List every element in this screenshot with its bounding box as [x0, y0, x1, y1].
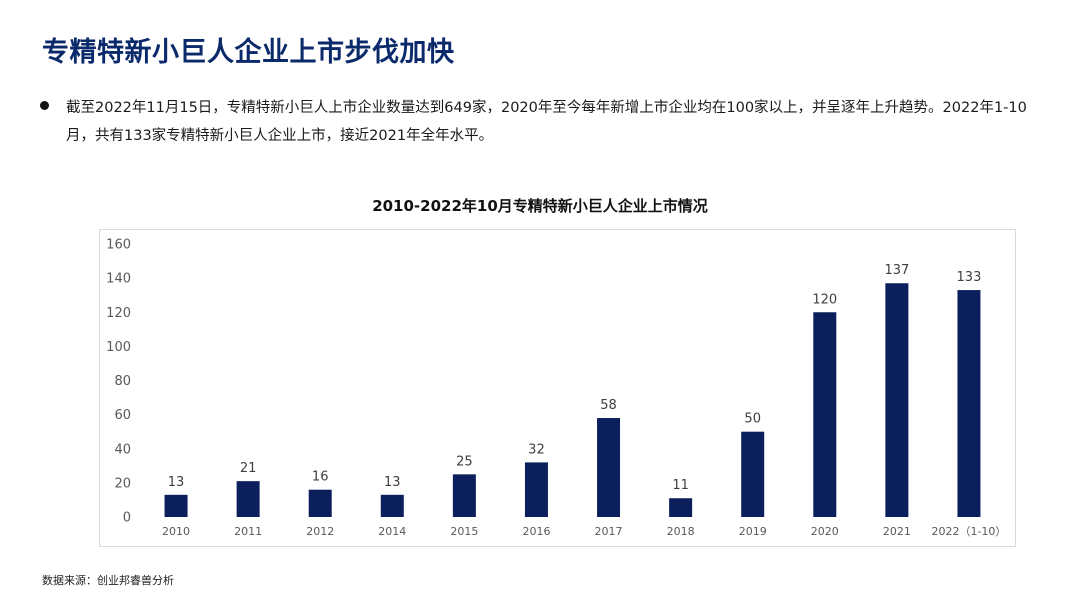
data-label: 50 — [744, 412, 761, 427]
y-tick-label: 120 — [106, 306, 131, 321]
bullet-dot-icon — [40, 101, 49, 110]
bar — [957, 290, 981, 517]
x-tick-label: 2018 — [667, 525, 695, 538]
data-label: 21 — [240, 461, 257, 476]
source-note: 数据来源：创业邦睿兽分析 — [42, 574, 174, 587]
data-label: 58 — [600, 398, 617, 413]
y-tick-label: 0 — [123, 511, 131, 526]
bar — [741, 431, 765, 517]
x-tick-label: 2022（1-10） — [931, 525, 1006, 538]
x-tick-label: 2010 — [162, 525, 190, 538]
y-tick-label: 60 — [114, 408, 131, 423]
x-tick-label: 2021 — [883, 525, 911, 538]
x-tick-label: 2016 — [522, 525, 550, 538]
bar — [452, 474, 476, 517]
data-label: 13 — [384, 475, 401, 490]
data-label: 11 — [672, 478, 689, 493]
summary-bullet: 截至2022年11月15日，专精特新小巨人上市企业数量达到649家，2020年至… — [40, 94, 1040, 150]
y-tick-label: 40 — [114, 442, 131, 457]
bar — [308, 489, 332, 517]
data-label: 120 — [812, 292, 837, 307]
bar — [885, 283, 909, 517]
data-label: 13 — [168, 475, 185, 490]
summary-text: 截至2022年11月15日，专精特新小巨人上市企业数量达到649家，2020年至… — [66, 100, 1027, 144]
x-tick-label: 2017 — [595, 525, 623, 538]
chart-frame — [99, 229, 1016, 547]
y-tick-label: 160 — [106, 238, 131, 253]
bar — [380, 494, 404, 517]
y-tick-label: 100 — [106, 340, 131, 355]
x-tick-label: 2011 — [234, 525, 262, 538]
data-label: 16 — [312, 470, 329, 485]
data-label: 25 — [456, 454, 473, 469]
x-tick-label: 2012 — [306, 525, 334, 538]
data-label: 133 — [957, 270, 982, 285]
bar — [164, 494, 188, 517]
x-tick-label: 2020 — [811, 525, 839, 538]
bar — [236, 481, 260, 517]
bar — [524, 462, 548, 517]
bar — [813, 312, 837, 517]
y-tick-label: 140 — [106, 272, 131, 287]
x-tick-label: 2014 — [378, 525, 406, 538]
data-label: 32 — [528, 442, 545, 457]
y-tick-label: 80 — [114, 374, 131, 389]
data-label: 137 — [884, 263, 909, 278]
y-tick-label: 20 — [114, 476, 131, 491]
bar — [669, 498, 693, 517]
x-tick-label: 2019 — [739, 525, 767, 538]
x-tick-label: 2015 — [450, 525, 478, 538]
bar — [597, 418, 621, 517]
page-title: 专精特新小巨人企业上市步伐加快 — [42, 37, 455, 68]
chart-title: 2010-2022年10月专精特新小巨人企业上市情况 — [372, 197, 708, 215]
